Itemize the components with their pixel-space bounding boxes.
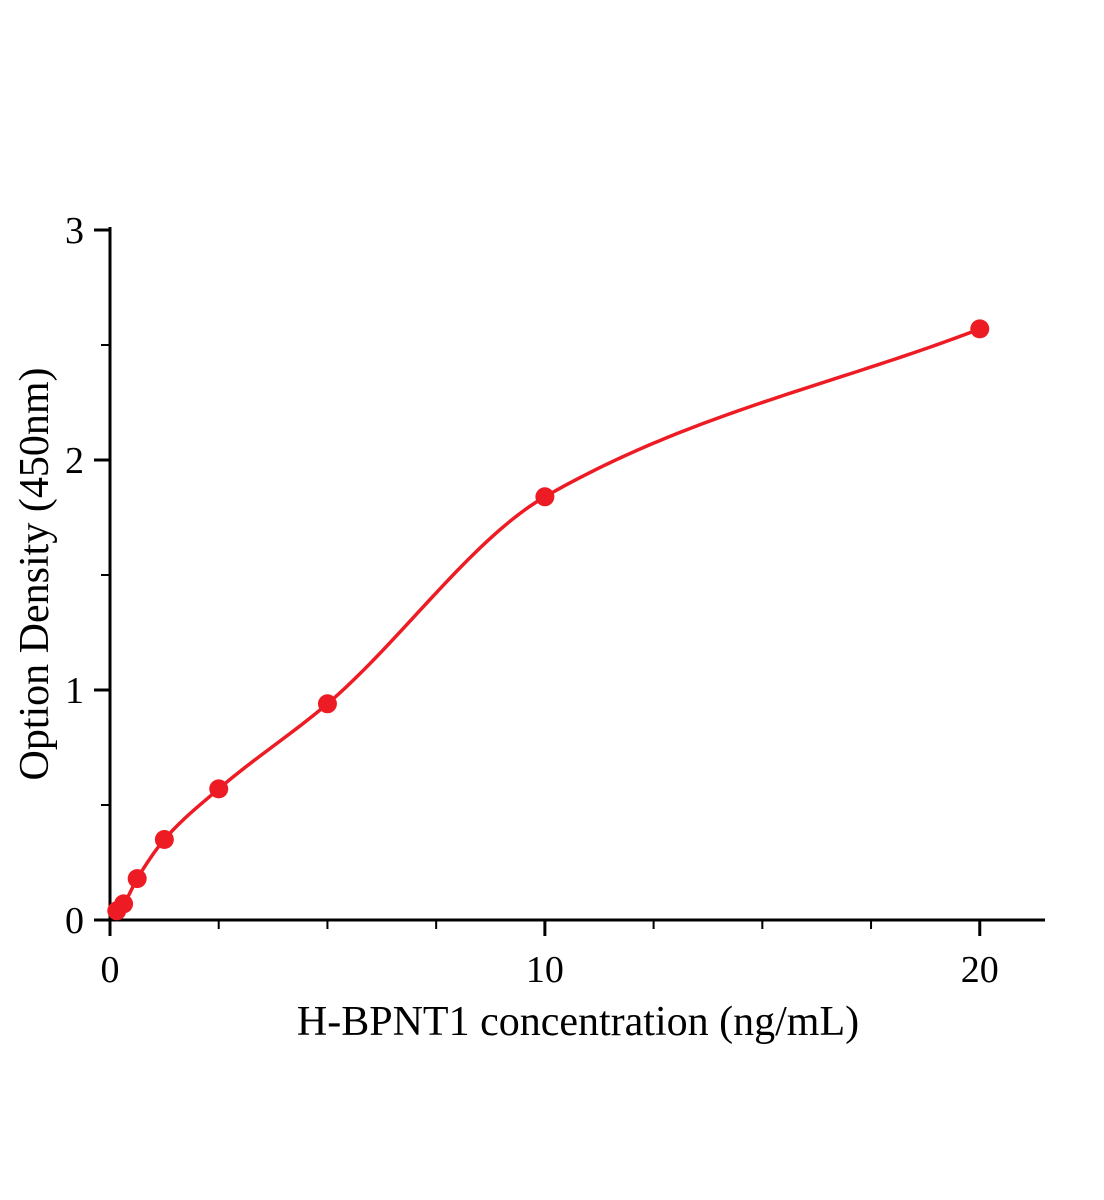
x-axis-title: H-BPNT1 concentration (ng/mL) [297, 999, 859, 1045]
axis-ticks [94, 228, 982, 936]
data-point [209, 779, 229, 799]
axis-tick-labels: 0 10 20 0 1 2 3 [65, 210, 999, 991]
x-tick-label: 0 [101, 949, 120, 991]
y-tick-label: 3 [65, 210, 84, 252]
data-point [535, 487, 555, 507]
x-tick-label: 10 [526, 949, 564, 991]
x-tick-label: 20 [961, 949, 999, 991]
data-point [970, 319, 990, 339]
y-tick-label: 1 [65, 670, 84, 712]
data-point [127, 869, 147, 889]
y-tick-label: 2 [65, 440, 84, 482]
y-axis-title: Option Density (450nm) [12, 368, 58, 781]
data-point [114, 894, 134, 914]
data-point [154, 830, 174, 849]
data-point [317, 694, 337, 714]
y-tick-label: 0 [65, 900, 84, 942]
data-series [107, 319, 990, 921]
fit-curve [115, 327, 982, 913]
